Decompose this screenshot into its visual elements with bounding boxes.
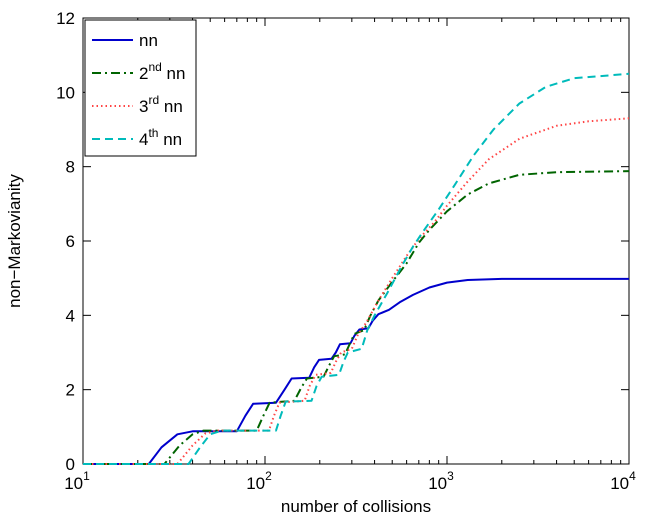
legend-label-sup: rd: [148, 93, 159, 107]
series-layer: [83, 72, 630, 465]
legend-box: [84, 19, 197, 157]
legend-label-sup: th: [148, 126, 158, 140]
x-tick-base: 10: [428, 474, 447, 493]
legend-label-sup: nd: [148, 60, 161, 74]
y-tick-label: 8: [66, 158, 75, 177]
x-tick-exponent: 4: [629, 469, 636, 483]
x-tick-label: 101: [64, 469, 90, 493]
legend-label-base: 3: [139, 97, 148, 116]
y-tick-label: 12: [56, 9, 75, 28]
y-tick-label: 6: [66, 232, 75, 251]
y-tick-label: 4: [66, 306, 75, 325]
y-tick-label: 0: [66, 455, 75, 474]
x-tick-exponent: 2: [265, 469, 272, 483]
legend-label-3: 3rd nn: [139, 93, 183, 116]
x-tick-label: 104: [610, 469, 636, 493]
legend-label-rest: nn: [159, 97, 183, 116]
legend-label-rest: nn: [158, 130, 182, 149]
y-tick-label: 10: [56, 83, 75, 102]
y-axis-label: non−Markovianity: [5, 174, 24, 308]
legend-label-1: nn: [139, 31, 158, 50]
legend-label-4: 4th nn: [139, 126, 182, 149]
legend-label-2: 2nd nn: [139, 60, 185, 83]
legend-label-rest: nn: [162, 64, 186, 83]
x-tick-base: 10: [64, 474, 83, 493]
y-tick-label: 2: [66, 381, 75, 400]
series-line-2: [83, 170, 630, 465]
x-axis-label: number of collisions: [281, 497, 431, 516]
legend-label-base: 2: [139, 64, 148, 83]
x-tick-exponent: 3: [447, 469, 454, 483]
legend-label-base: 4: [139, 130, 148, 149]
x-tick-base: 10: [246, 474, 265, 493]
x-tick-base: 10: [610, 474, 629, 493]
x-tick-label: 103: [428, 469, 454, 493]
x-tick-exponent: 1: [83, 469, 90, 483]
x-tick-label: 102: [246, 469, 272, 493]
